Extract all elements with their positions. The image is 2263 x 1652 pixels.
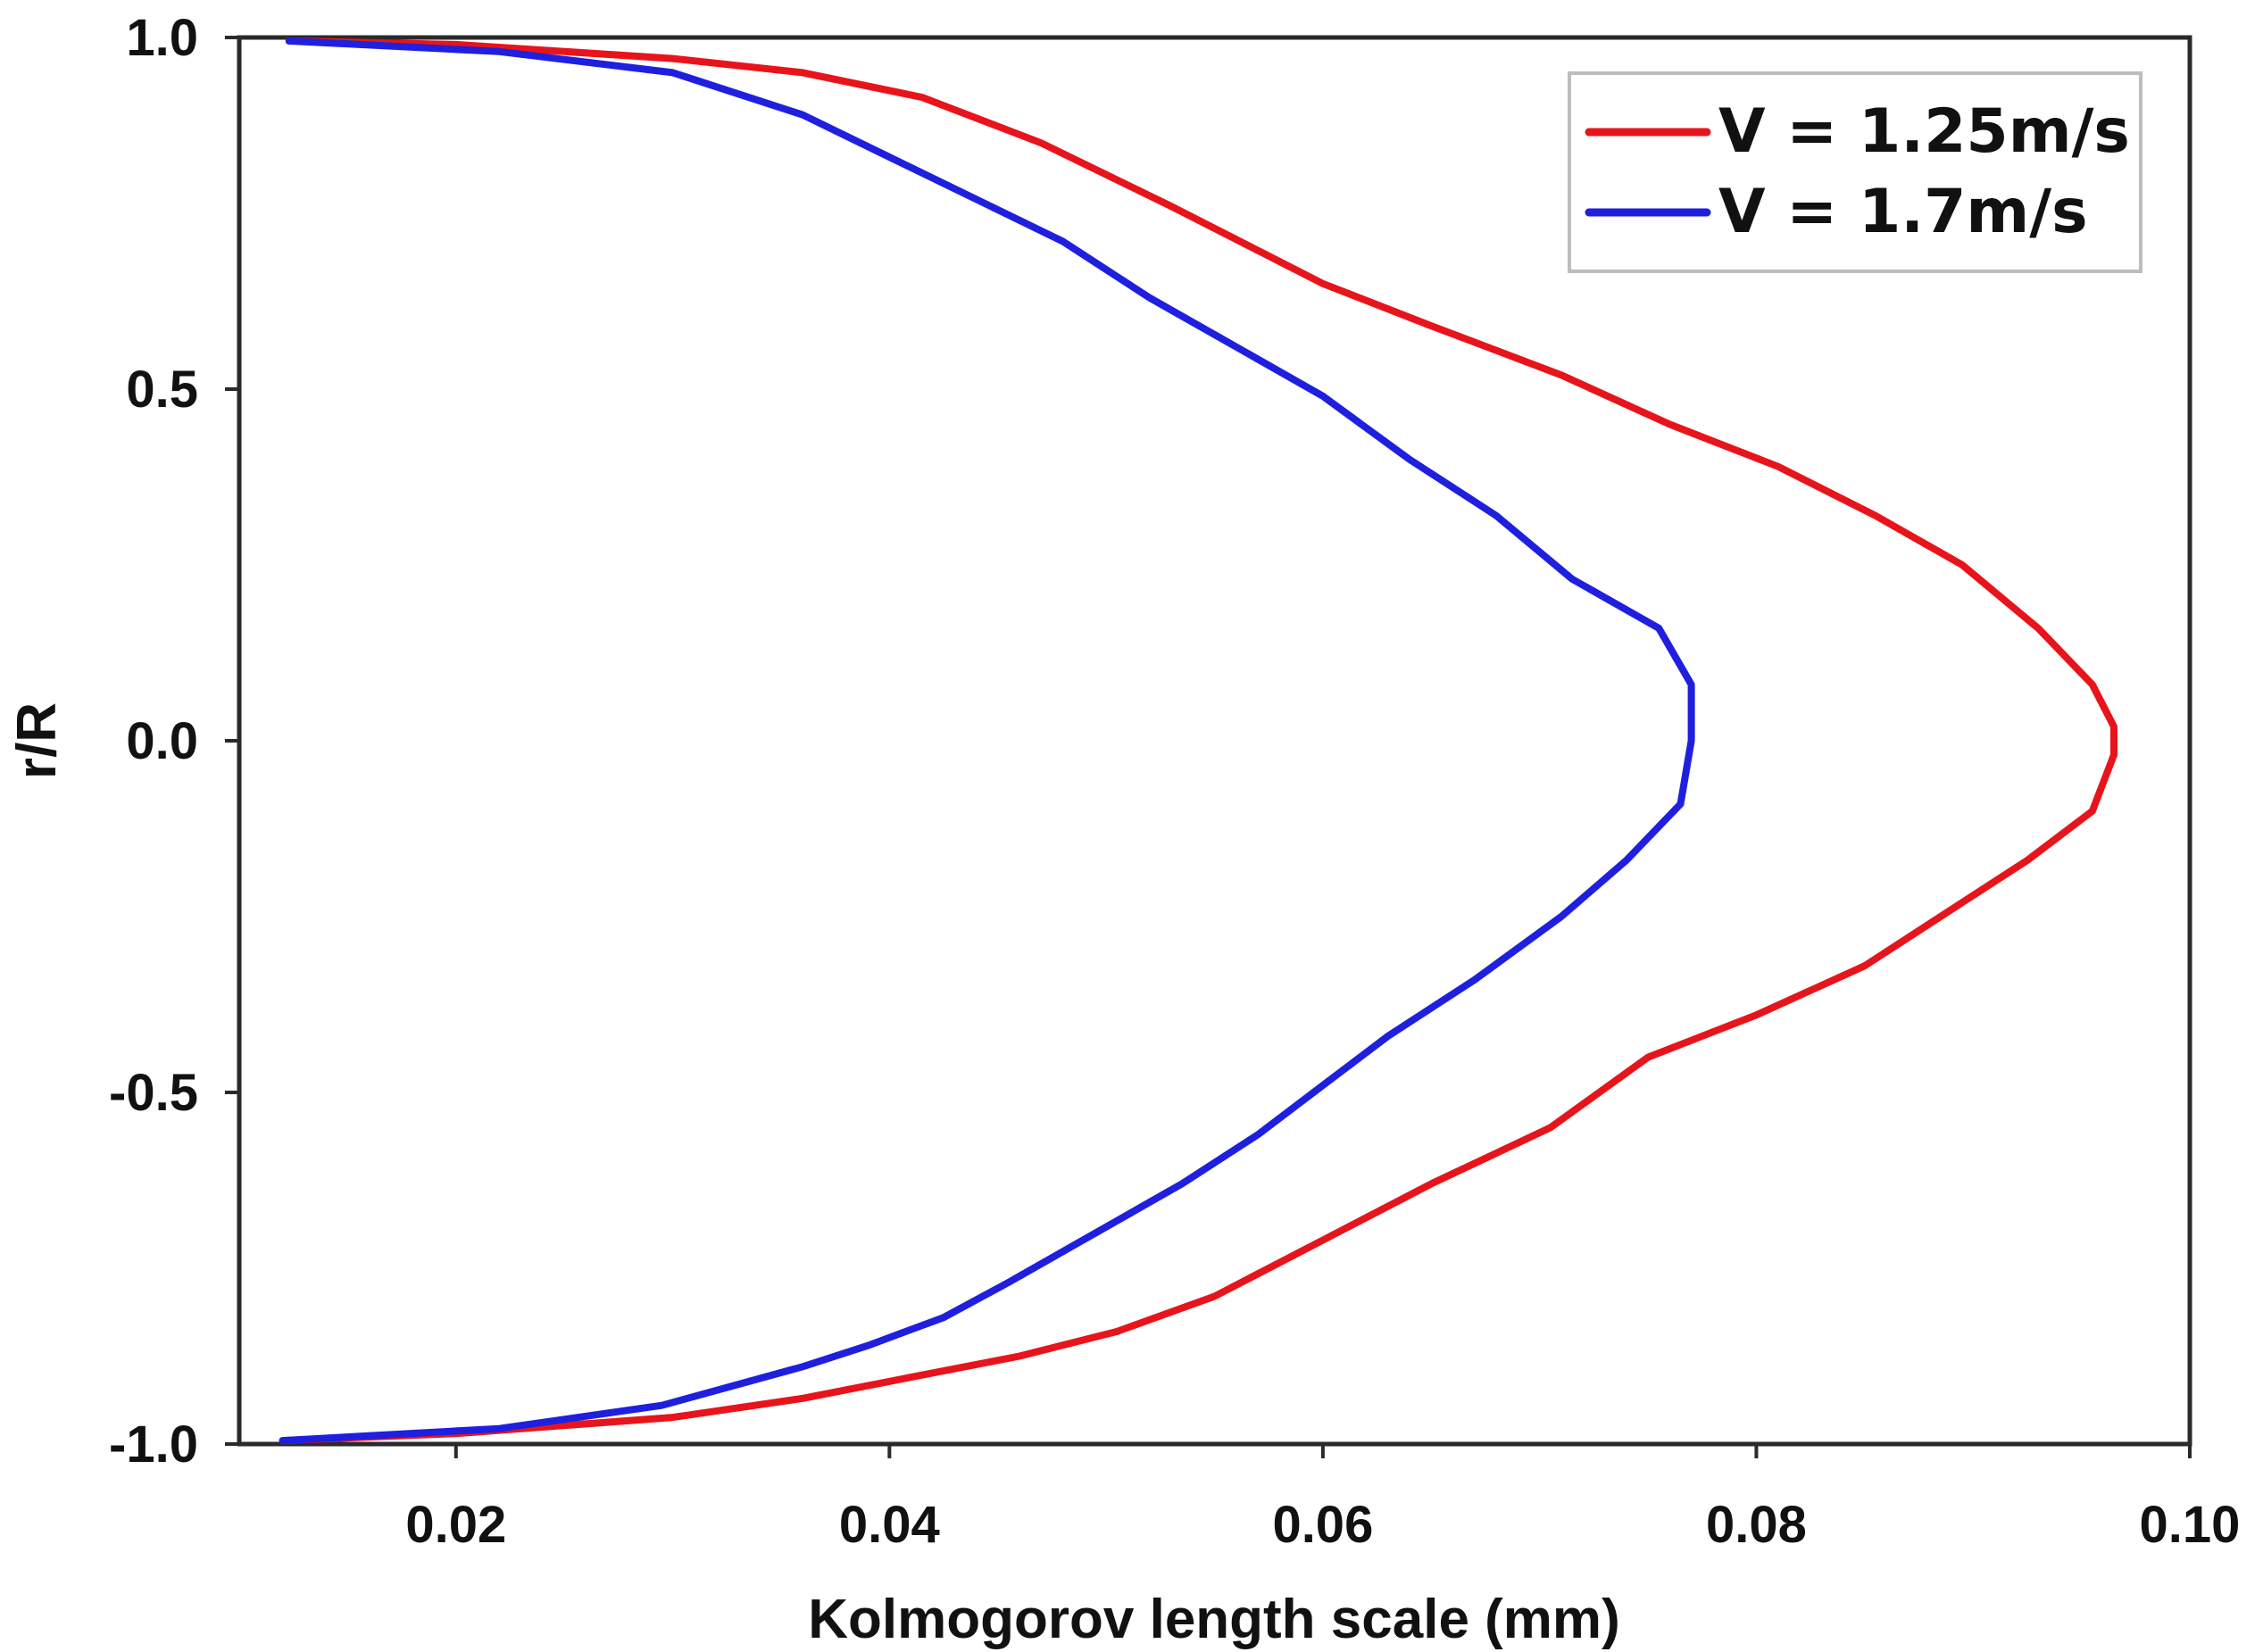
legend-box	[1568, 71, 2142, 273]
y-tick-label: -0.5	[109, 1064, 198, 1122]
series-line-v17	[279, 37, 1695, 1445]
y-tick-label: 0.0	[126, 712, 198, 770]
x-tick-label: 0.08	[1706, 1496, 1807, 1554]
x-axis-title: Kolmogorov length scale (mm)	[808, 1589, 1619, 1650]
x-tick-label: 0.04	[839, 1496, 940, 1554]
y-tick-label: -1.0	[109, 1415, 198, 1474]
series-layer	[279, 37, 2117, 1445]
legend: V = 1.25m/s V = 1.7m/s	[1568, 71, 2142, 273]
legend-label-v17: V = 1.7m/s	[1718, 177, 2088, 247]
y-axis-ticks: 1.0 0.5 0.0 -0.5 -1.0	[109, 9, 239, 1474]
x-tick-label: 0.06	[1272, 1496, 1373, 1554]
y-tick-label: 0.5	[126, 361, 198, 419]
x-tick-label: 0.02	[405, 1496, 506, 1554]
legend-label-v125: V = 1.25m/s	[1718, 96, 2130, 167]
series-line-v125	[279, 37, 2117, 1445]
y-axis-title: r/R	[6, 702, 68, 779]
x-axis-ticks: 0.02 0.04 0.06 0.08 0.10	[405, 1444, 2240, 1554]
x-tick-label: 0.10	[2140, 1496, 2241, 1554]
y-tick-label: 1.0	[126, 9, 198, 67]
